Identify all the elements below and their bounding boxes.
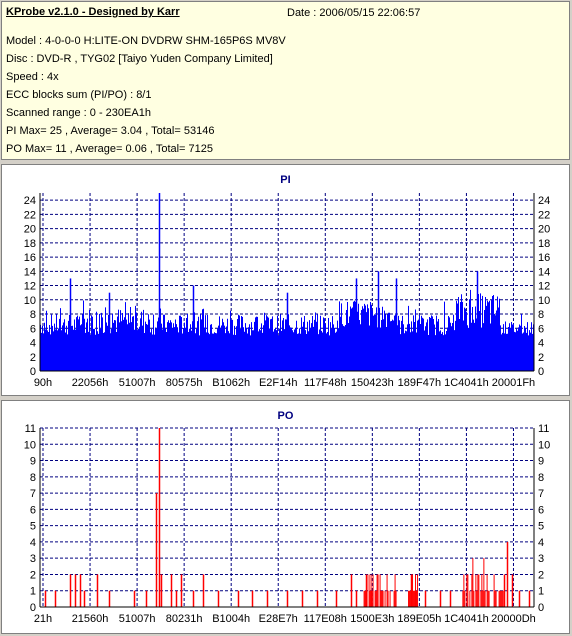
speed-line: Speed : 4x <box>6 71 59 83</box>
po-ytick-left: 2 <box>30 569 36 581</box>
pi-ytick-left: 20 <box>24 224 36 236</box>
pi-ytick-right: 10 <box>538 295 550 307</box>
pi-ytick-right: 24 <box>538 195 550 207</box>
pi-xtick: 22056h <box>72 377 109 389</box>
po-ytick-left: 11 <box>25 423 36 435</box>
pi-xtick: B1062h <box>212 377 250 389</box>
po-chart-title: PO <box>277 410 294 422</box>
pi-xtick: E2F14h <box>259 377 298 389</box>
pi-ytick-left: 18 <box>24 238 36 250</box>
pi-ytick-left: 6 <box>30 323 36 335</box>
scan-date: Date : 2006/05/15 22:06:57 <box>287 7 421 19</box>
pi-ytick-right: 14 <box>538 266 550 278</box>
po-xtick: 1500E3h <box>350 613 394 625</box>
pi-ytick-right: 4 <box>538 338 544 350</box>
po-ytick-left: 5 <box>30 521 36 533</box>
pi-ytick-left: 10 <box>24 295 36 307</box>
po-ytick-right: 0 <box>538 602 544 614</box>
pi-ytick-right: 0 <box>538 366 544 378</box>
pi-ytick-right: 8 <box>538 309 544 321</box>
po-ytick-right: 1 <box>538 586 544 598</box>
pi-xtick: 117F48h <box>304 377 347 389</box>
pi-ytick-right: 6 <box>538 323 544 335</box>
po-xtick: 117E08h <box>304 613 347 625</box>
pi-xtick: 1C4041h <box>444 377 489 389</box>
po-ytick-left: 9 <box>30 456 36 468</box>
pi-ytick-left: 22 <box>24 209 36 221</box>
po-xtick: 80231h <box>166 613 203 625</box>
po-xtick: 189E05h <box>397 613 441 625</box>
pi-xtick: 80575h <box>166 377 203 389</box>
po-ytick-right: 9 <box>538 456 544 468</box>
po-ytick-left: 6 <box>30 504 36 516</box>
po-ytick-left: 8 <box>30 472 36 484</box>
pi-summary-line: PI Max= 25 , Average= 3.04 , Total= 5314… <box>6 125 215 137</box>
pi-chart-title: PI <box>280 174 291 186</box>
info-panel: KProbe v2.1.0 - Designed by Karr Date : … <box>1 1 570 160</box>
po-ytick-right: 3 <box>538 553 544 565</box>
po-xtick: 1C4041h <box>444 613 489 625</box>
po-ytick-left: 3 <box>30 553 36 565</box>
po-ytick-right: 6 <box>538 504 544 516</box>
pi-ytick-right: 16 <box>538 252 550 264</box>
po-xtick: 51007h <box>119 613 156 625</box>
pi-ytick-right: 2 <box>538 352 544 364</box>
pi-chart-panel: PI 0 0 2 2 4 4 6 6 8 8 10 10 12 12 14 14 16 16 18 18 20 20 22 2… <box>1 164 570 396</box>
po-ytick-right: 2 <box>538 569 544 581</box>
po-ytick-right: 4 <box>538 537 544 549</box>
po-ytick-right: 10 <box>538 439 550 451</box>
pi-ytick-left: 16 <box>24 252 36 264</box>
app-title: KProbe v2.1.0 - Designed by Karr <box>6 6 180 18</box>
pi-ytick-right: 18 <box>538 238 550 250</box>
po-ytick-left: 10 <box>24 439 36 451</box>
pi-xtick: 150423h <box>351 377 394 389</box>
pi-ytick-right: 12 <box>538 281 550 293</box>
po-ytick-right: 8 <box>538 472 544 484</box>
pi-xtick: 51007h <box>119 377 156 389</box>
pi-ytick-left: 0 <box>30 366 36 378</box>
po-xtick: 21h <box>34 613 52 625</box>
po-summary-line: PO Max= 11 , Average= 0.06 , Total= 7125 <box>6 143 214 155</box>
po-ytick-right: 7 <box>538 488 544 500</box>
po-ytick-left: 1 <box>30 586 36 598</box>
po-xtick: 21560h <box>72 613 109 625</box>
pi-ytick-left: 24 <box>24 195 36 207</box>
po-xtick: 20000Dh <box>491 613 536 625</box>
po-chart-panel: PO 0 0 1 1 2 2 3 3 4 4 5 5 6 6 7 7 8 8 9 9 10 10 11 11 21h 21560h… <box>1 400 570 634</box>
pi-ytick-left: 4 <box>30 338 36 350</box>
pi-ytick-right: 20 <box>538 224 550 236</box>
pi-ytick-left: 8 <box>30 309 36 321</box>
po-ytick-right: 11 <box>538 423 549 435</box>
pi-ytick-left: 2 <box>30 352 36 364</box>
po-ytick-right: 5 <box>538 521 544 533</box>
pi-ytick-left: 12 <box>24 281 36 293</box>
ecc-line: ECC blocks sum (PI/PO) : 8/1 <box>6 89 152 101</box>
po-ytick-left: 7 <box>30 488 36 500</box>
po-xtick: B1004h <box>212 613 250 625</box>
pi-xtick: 20001Fh <box>492 377 535 389</box>
po-ytick-left: 0 <box>30 602 36 614</box>
po-xtick: E28E7h <box>259 613 298 625</box>
po-ytick-left: 4 <box>30 537 36 549</box>
pi-xtick: 90h <box>34 377 52 389</box>
range-line: Scanned range : 0 - 230EA1h <box>6 107 151 119</box>
pi-ytick-left: 14 <box>24 266 36 278</box>
model-line: Model : 4-0-0-0 H:LITE-ON DVDRW SHM-165P… <box>6 35 286 47</box>
disc-line: Disc : DVD-R , TYG02 [Taiyo Yuden Compan… <box>6 53 273 65</box>
pi-ytick-right: 22 <box>538 209 550 221</box>
pi-xtick: 189F47h <box>398 377 441 389</box>
